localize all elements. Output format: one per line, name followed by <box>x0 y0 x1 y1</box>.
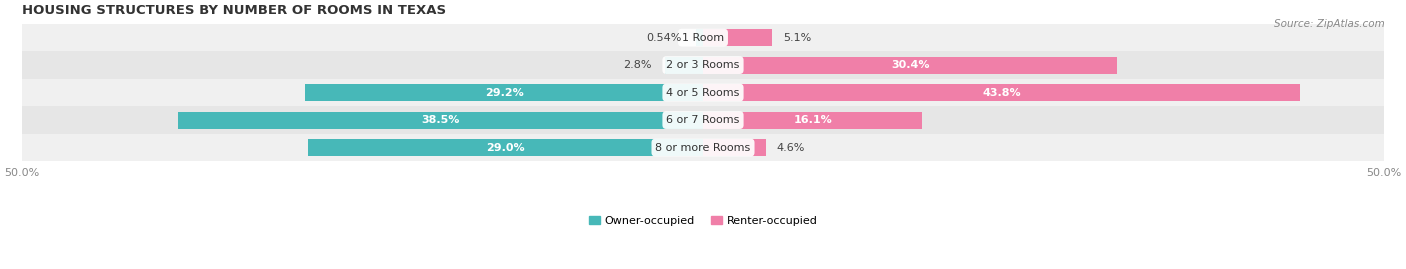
Text: 4 or 5 Rooms: 4 or 5 Rooms <box>666 88 740 98</box>
Bar <box>21 134 1385 161</box>
Legend: Owner-occupied, Renter-occupied: Owner-occupied, Renter-occupied <box>583 211 823 230</box>
Bar <box>21 24 1385 51</box>
Bar <box>703 139 766 156</box>
Bar <box>703 29 772 46</box>
Text: 43.8%: 43.8% <box>981 88 1021 98</box>
Text: 2 or 3 Rooms: 2 or 3 Rooms <box>666 60 740 70</box>
Text: 1 Room: 1 Room <box>682 33 724 43</box>
Text: 38.5%: 38.5% <box>422 115 460 125</box>
Bar <box>696 29 703 46</box>
Bar <box>703 112 922 129</box>
Bar <box>21 106 1385 134</box>
Bar <box>21 51 1385 79</box>
Text: Source: ZipAtlas.com: Source: ZipAtlas.com <box>1274 19 1385 29</box>
Bar <box>305 84 703 101</box>
Text: 5.1%: 5.1% <box>783 33 811 43</box>
Text: 4.6%: 4.6% <box>776 143 806 153</box>
Text: 6 or 7 Rooms: 6 or 7 Rooms <box>666 115 740 125</box>
Bar <box>21 79 1385 106</box>
Text: 16.1%: 16.1% <box>793 115 832 125</box>
Text: 2.8%: 2.8% <box>623 60 651 70</box>
Bar <box>308 139 703 156</box>
Text: HOUSING STRUCTURES BY NUMBER OF ROOMS IN TEXAS: HOUSING STRUCTURES BY NUMBER OF ROOMS IN… <box>21 4 446 17</box>
Text: 30.4%: 30.4% <box>891 60 929 70</box>
Bar <box>703 56 1118 74</box>
Text: 29.0%: 29.0% <box>486 143 524 153</box>
Bar <box>665 56 703 74</box>
Text: 8 or more Rooms: 8 or more Rooms <box>655 143 751 153</box>
Text: 0.54%: 0.54% <box>647 33 682 43</box>
Bar <box>703 84 1299 101</box>
Bar <box>179 112 703 129</box>
Text: 29.2%: 29.2% <box>485 88 523 98</box>
